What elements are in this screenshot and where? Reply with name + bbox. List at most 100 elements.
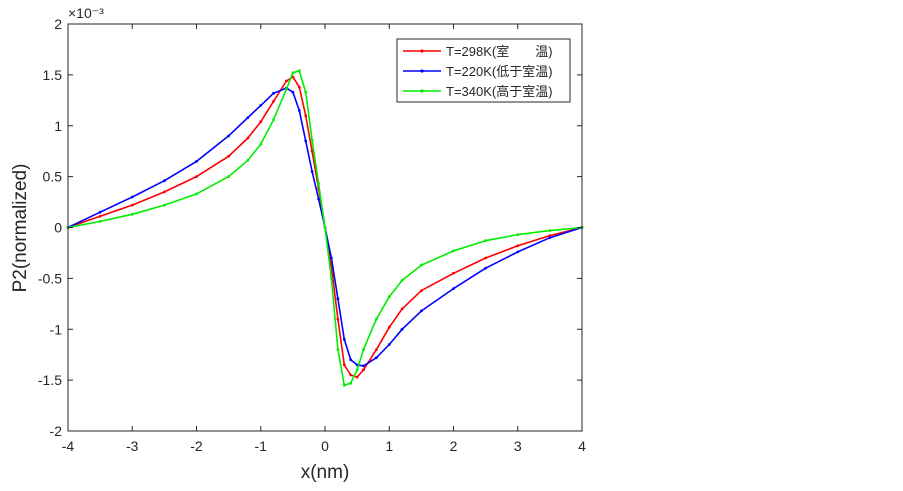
ticks-layer: -4 -3 -2 -1 0 1 2 3 4 -2 -1.5 -1 -0.5 0 0.5 1 1.5 2 xyxy=(38,16,586,454)
series-1-point xyxy=(259,120,263,124)
series-2-point xyxy=(362,364,365,368)
series-1-point xyxy=(336,317,340,321)
x-tick-label: 4 xyxy=(578,438,586,454)
x-tick-label: 1 xyxy=(385,438,393,454)
series-3-point xyxy=(297,69,301,73)
series-1-point xyxy=(227,154,231,158)
series-3-point xyxy=(98,220,102,223)
series-3-point xyxy=(349,381,353,385)
series-1-point xyxy=(272,99,275,103)
series-3-point xyxy=(484,239,487,243)
series-3-point xyxy=(387,295,391,299)
series-3-point xyxy=(330,277,333,280)
legend-marker-2 xyxy=(420,69,424,73)
series-3-point xyxy=(291,71,295,75)
series-2-point xyxy=(310,170,314,173)
series-2-point xyxy=(420,309,423,313)
series-2-point xyxy=(349,358,353,362)
series-2-point xyxy=(548,236,552,240)
series-2-point xyxy=(246,116,250,119)
series-1-point xyxy=(355,375,359,379)
series-3-point xyxy=(195,192,198,196)
series-3-point xyxy=(246,158,250,162)
series-2-point xyxy=(130,195,134,199)
y-tick-label: -1.5 xyxy=(38,372,62,388)
x-tick-label: -4 xyxy=(62,438,75,454)
series-1-point xyxy=(130,203,134,207)
x-tick-label: -2 xyxy=(190,438,203,454)
series-2-point xyxy=(375,356,378,360)
series-2-point xyxy=(259,104,263,107)
y-tick-label: 1 xyxy=(54,118,62,134)
series-2-point xyxy=(227,134,231,138)
y-tick-label: -2 xyxy=(50,423,63,439)
legend-label-3: T=340K(高于室温) xyxy=(446,84,553,99)
series-2-point xyxy=(387,343,391,346)
series-2-point xyxy=(400,327,404,331)
series-3-point xyxy=(163,203,166,207)
series-3-point xyxy=(317,182,320,186)
y-exponent-label: ×10⁻³ xyxy=(68,5,104,21)
series-3-point xyxy=(130,212,134,216)
series-1-point xyxy=(387,325,391,329)
series-1-point xyxy=(98,214,102,218)
series-1-point xyxy=(375,348,378,351)
series-1-point xyxy=(246,136,250,140)
series-2-point xyxy=(342,338,346,341)
x-tick-label: 2 xyxy=(450,438,458,454)
y-tick-label: 0 xyxy=(54,220,62,236)
series-2-point xyxy=(336,297,340,301)
series-3-point xyxy=(285,87,288,91)
series-1-point xyxy=(452,271,455,275)
series-3-point xyxy=(310,138,314,142)
series-1-point xyxy=(310,149,314,153)
legend-marker-3 xyxy=(420,89,424,93)
series-1-point xyxy=(400,307,404,311)
legend-label-1: T=298K(室 温) xyxy=(446,44,553,59)
series-2-point xyxy=(272,91,275,95)
x-tick-label: 3 xyxy=(514,438,522,454)
series-layer xyxy=(66,69,584,387)
series-2-point xyxy=(452,287,455,290)
series-1-point xyxy=(484,256,487,260)
series-1-point xyxy=(420,289,423,292)
series-1-point xyxy=(516,244,520,248)
series-3-point xyxy=(420,263,423,267)
series-3-point xyxy=(342,383,346,387)
series-3-point xyxy=(259,142,263,146)
series-2-point xyxy=(163,179,166,183)
series-2-point xyxy=(516,250,520,254)
series-1-point xyxy=(163,190,166,194)
y-tick-label: -1 xyxy=(50,321,63,337)
series-1-point xyxy=(304,114,308,117)
series-1-point xyxy=(195,175,198,179)
y-tick-label: 1.5 xyxy=(43,67,63,83)
series-3-point xyxy=(362,348,365,351)
series-3-point xyxy=(452,249,455,253)
x-axis-label: x(nm) xyxy=(301,462,350,483)
x-tick-label: 0 xyxy=(321,438,329,454)
series-3-point xyxy=(227,175,231,179)
series-3-point xyxy=(516,233,520,237)
x-tick-label: -3 xyxy=(126,438,139,454)
y-tick-label: 0.5 xyxy=(43,169,63,185)
legend-label-2: T=220K(低于室温) xyxy=(446,64,553,79)
series-2-point xyxy=(330,256,333,260)
series-3-point xyxy=(400,279,404,282)
series-2-point xyxy=(484,266,487,270)
series-2-point xyxy=(98,210,102,214)
series-1-point xyxy=(285,79,288,83)
series-1-point xyxy=(548,234,552,238)
y-axis-label: P2(normalized) xyxy=(10,164,31,293)
series-1-point xyxy=(349,373,353,377)
series-3-point xyxy=(355,368,359,372)
series-3-point xyxy=(548,229,552,233)
series-1-point xyxy=(362,368,365,372)
series-3-point xyxy=(323,226,327,229)
series-2-point xyxy=(304,139,308,143)
series-3-point xyxy=(375,317,378,321)
series-2-point xyxy=(297,109,301,112)
series-3-point xyxy=(272,118,275,121)
